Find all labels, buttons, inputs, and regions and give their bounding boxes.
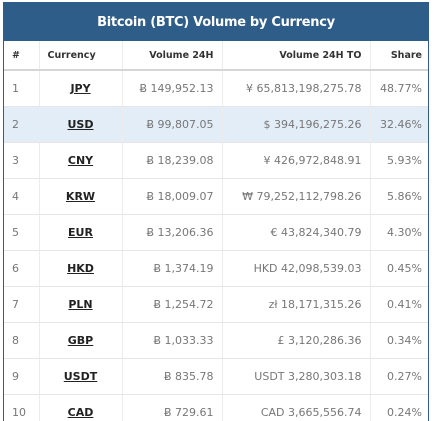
volume-cell: Ƀ 13,206.36 (122, 214, 223, 251)
share-cell: 48.77% (370, 70, 428, 107)
share-cell: 0.34% (370, 322, 428, 359)
currency-link[interactable]: CAD (67, 406, 94, 419)
share-cell: 0.24% (370, 394, 428, 421)
table-row[interactable]: 2 USD Ƀ 99,807.05 $ 394,196,275.26 32.46% (4, 106, 428, 143)
volume-cell: Ƀ 835.78 (122, 358, 223, 395)
currency-link[interactable]: EUR (68, 226, 93, 239)
volume-to-cell: ₩ 79,252,112,798.26 (222, 178, 371, 215)
column-header-volume[interactable]: Volume 24H (122, 41, 223, 71)
table-row[interactable]: 9 USDT Ƀ 835.78 USDT 3,280,303.18 0.27% (4, 358, 428, 395)
currency-link[interactable]: JPY (70, 82, 91, 95)
currency-cell: JPY (39, 70, 123, 107)
column-header-rank[interactable]: # (4, 41, 40, 71)
currency-link[interactable]: KRW (65, 190, 96, 203)
rank-cell: 6 (4, 250, 40, 287)
volume-cell: Ƀ 18,239.08 (122, 142, 223, 179)
currency-cell: CNY (39, 142, 123, 179)
share-cell: 0.41% (370, 286, 428, 323)
currency-link[interactable]: PLN (68, 298, 93, 311)
share-cell: 4.30% (370, 214, 428, 251)
table-row[interactable]: 7 PLN Ƀ 1,254.72 zł 18,171,315.26 0.41% (4, 286, 428, 323)
currency-link[interactable]: USDT (63, 370, 98, 383)
volume-cell: Ƀ 1,254.72 (122, 286, 223, 323)
volume-table: # Currency Volume 24H Volume 24H TO Shar… (4, 41, 428, 421)
volume-cell: Ƀ 18,009.07 (122, 178, 223, 215)
column-header-volume-to[interactable]: Volume 24H TO (222, 41, 371, 71)
volume-to-cell: ¥ 65,813,198,275.78 (222, 70, 371, 107)
rank-cell: 9 (4, 358, 40, 395)
share-cell: 32.46% (370, 106, 428, 143)
rank-cell: 3 (4, 142, 40, 179)
volume-cell: Ƀ 729.61 (122, 394, 223, 421)
table-row[interactable]: 3 CNY Ƀ 18,239.08 ¥ 426,972,848.91 5.93% (4, 142, 428, 179)
volume-to-cell: zł 18,171,315.26 (222, 286, 371, 323)
volume-panel: Bitcoin (BTC) Volume by Currency # Curre… (3, 2, 429, 421)
share-cell: 0.27% (370, 358, 428, 395)
volume-to-cell: $ 394,196,275.26 (222, 106, 371, 143)
volume-to-cell: ¥ 426,972,848.91 (222, 142, 371, 179)
currency-cell: HKD (39, 250, 123, 287)
rank-cell: 7 (4, 286, 40, 323)
currency-link[interactable]: CNY (67, 154, 94, 167)
rank-cell: 1 (4, 70, 40, 107)
share-cell: 5.93% (370, 142, 428, 179)
table-row[interactable]: 4 KRW Ƀ 18,009.07 ₩ 79,252,112,798.26 5.86% (4, 178, 428, 215)
volume-cell: Ƀ 1,374.19 (122, 250, 223, 287)
rank-cell: 4 (4, 178, 40, 215)
currency-cell: USDT (39, 358, 123, 395)
share-cell: 5.86% (370, 178, 428, 215)
currency-link[interactable]: USD (67, 118, 94, 131)
currency-cell: KRW (39, 178, 123, 215)
rank-cell: 10 (4, 394, 40, 421)
table-row[interactable]: 5 EUR Ƀ 13,206.36 € 43,824,340.79 4.30% (4, 214, 428, 251)
column-header-share[interactable]: Share (370, 41, 428, 71)
currency-cell: GBP (39, 322, 123, 359)
panel-title: Bitcoin (BTC) Volume by Currency (4, 3, 428, 41)
table-header-row: # Currency Volume 24H Volume 24H TO Shar… (4, 41, 428, 71)
volume-cell: Ƀ 149,952.13 (122, 70, 223, 107)
rank-cell: 5 (4, 214, 40, 251)
volume-to-cell: CAD 3,665,556.74 (222, 394, 371, 421)
table-row[interactable]: 1 JPY Ƀ 149,952.13 ¥ 65,813,198,275.78 48.77… (4, 70, 428, 107)
volume-to-cell: HKD 42,098,539.03 (222, 250, 371, 287)
table-row[interactable]: 10 CAD Ƀ 729.61 CAD 3,665,556.74 0.24% (4, 394, 428, 421)
volume-to-cell: USDT 3,280,303.18 (222, 358, 371, 395)
volume-cell: Ƀ 99,807.05 (122, 106, 223, 143)
rank-cell: 2 (4, 106, 40, 143)
share-cell: 0.45% (370, 250, 428, 287)
currency-cell: CAD (39, 394, 123, 421)
currency-link[interactable]: GBP (67, 334, 94, 347)
volume-to-cell: £ 3,120,286.36 (222, 322, 371, 359)
volume-cell: Ƀ 1,033.33 (122, 322, 223, 359)
column-header-currency[interactable]: Currency (39, 41, 123, 71)
table-row[interactable]: 8 GBP Ƀ 1,033.33 £ 3,120,286.36 0.34% (4, 322, 428, 359)
table-row[interactable]: 6 HKD Ƀ 1,374.19 HKD 42,098,539.03 0.45% (4, 250, 428, 287)
volume-to-cell: € 43,824,340.79 (222, 214, 371, 251)
currency-link[interactable]: HKD (67, 262, 94, 275)
currency-cell: PLN (39, 286, 123, 323)
rank-cell: 8 (4, 322, 40, 359)
currency-cell: USD (39, 106, 123, 143)
currency-cell: EUR (39, 214, 123, 251)
